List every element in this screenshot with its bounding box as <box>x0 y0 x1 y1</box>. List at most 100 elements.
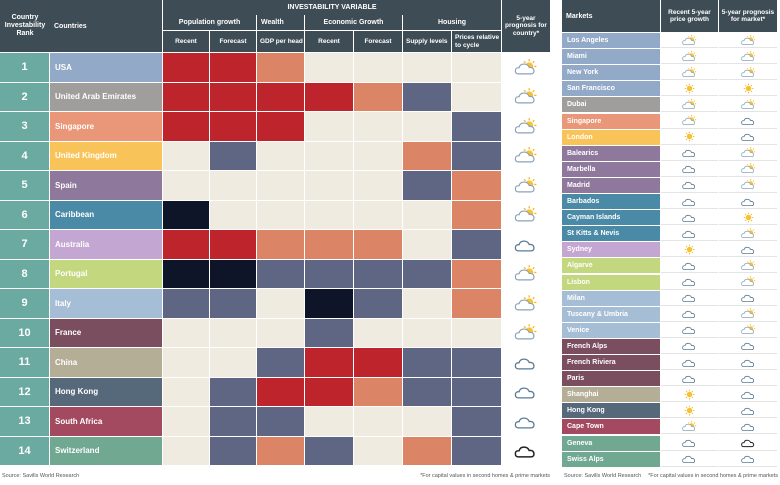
heat-cell-pop-forecast <box>210 171 256 200</box>
heat-cell-pop-forecast <box>210 318 256 347</box>
heat-cell-pop-recent <box>163 112 209 141</box>
heat-cell-pop-recent <box>163 141 209 170</box>
heat-cell-prices-relative <box>452 112 501 141</box>
cloud-icon <box>682 150 696 158</box>
heat-cell-gdp-per-head <box>257 436 304 465</box>
heat-cell-econ-forecast <box>354 377 402 406</box>
heat-cell-pop-recent <box>163 436 209 465</box>
market-recent-cell <box>661 161 718 177</box>
heat-cell-gdp-per-head <box>257 141 304 170</box>
heat-cell-pop-forecast <box>210 112 256 141</box>
cloud-icon <box>740 134 754 142</box>
cloud-icon <box>682 166 696 174</box>
heat-cell-pop-forecast <box>210 377 256 406</box>
market-recent-cell <box>661 97 718 113</box>
heat-cell-econ-recent <box>305 377 353 406</box>
market-recent-cell <box>661 338 718 354</box>
market-name: Shanghai <box>562 387 660 403</box>
heat-cell-gdp-per-head <box>257 53 304 82</box>
rank-cell: 8 <box>0 259 49 288</box>
heat-cell-econ-recent <box>305 171 353 200</box>
heat-cell-prices-relative <box>452 348 501 377</box>
market-prognosis-cell <box>719 338 777 354</box>
market-recent-cell <box>661 177 718 193</box>
rank-cell: 9 <box>0 289 49 318</box>
rank-cell: 12 <box>0 377 49 406</box>
sun-icon <box>743 83 753 94</box>
subcol-label-supply-levels: Supply levels <box>406 37 448 45</box>
market-prognosis-cell <box>719 65 777 81</box>
country-name: South Africa <box>50 407 162 436</box>
market-recent-cell <box>661 258 718 274</box>
heat-cell-pop-recent <box>163 318 209 347</box>
sun-cloud-icon <box>514 88 537 104</box>
market-recent-cell <box>661 403 718 419</box>
country-name: USA <box>50 53 162 82</box>
sun-cloud-icon <box>514 147 537 163</box>
heat-cell-prices-relative <box>452 82 501 111</box>
heat-cell-supply-levels <box>403 377 451 406</box>
market-recent-cell <box>661 129 718 145</box>
subcol-label-pop-forecast: Forecast <box>219 37 247 45</box>
market-recent-cell <box>661 242 718 258</box>
country-prognosis-cell <box>502 289 550 318</box>
rank-cell: 4 <box>0 141 49 170</box>
market-name: Dubai <box>562 97 660 113</box>
market-prognosis-cell <box>719 290 777 306</box>
subcol-header-econ-recent: Recent <box>305 31 353 52</box>
market-name: Singapore <box>562 113 660 129</box>
country-prognosis-label: 5-year prognosis for country* <box>505 14 547 37</box>
heat-cell-supply-levels <box>403 171 451 200</box>
heat-cell-pop-forecast <box>210 289 256 318</box>
heat-cell-econ-recent <box>305 318 353 347</box>
market-prognosis-cell <box>719 419 777 435</box>
market-recent-cell <box>661 33 718 49</box>
market-name: London <box>562 129 660 145</box>
housing-header: Housing <box>403 15 501 30</box>
country-name: China <box>50 348 162 377</box>
country-prognosis-cell <box>502 53 550 82</box>
sun-cloud-icon <box>740 179 755 190</box>
market-recent-cell <box>661 65 718 81</box>
dark-cloud-icon <box>740 439 754 448</box>
sun-cloud-icon <box>682 50 697 61</box>
market-prognosis-cell <box>719 210 777 226</box>
heat-cell-pop-forecast <box>210 53 256 82</box>
rank-cell: 7 <box>0 230 49 259</box>
market-recent-cell <box>661 387 718 403</box>
heat-cell-econ-forecast <box>354 141 402 170</box>
heat-cell-econ-forecast <box>354 407 402 436</box>
market-prognosis-header: 5-year prognosis for market* <box>719 0 777 32</box>
sun-cloud-icon <box>682 66 697 77</box>
cloud-icon <box>682 262 696 270</box>
subcol-label-gdp-per-head: GDP per head <box>260 37 303 45</box>
heat-cell-pop-forecast <box>210 200 256 229</box>
sun-icon <box>684 389 695 400</box>
cloud-icon <box>740 246 754 254</box>
sun-cloud-icon <box>740 324 755 335</box>
market-name: Sydney <box>562 242 660 258</box>
heat-cell-econ-forecast <box>354 53 402 82</box>
heat-cell-supply-levels <box>403 436 451 465</box>
heat-cell-econ-recent <box>305 407 353 436</box>
cloud-icon <box>514 358 535 370</box>
heat-cell-econ-forecast <box>354 200 402 229</box>
heat-cell-prices-relative <box>452 377 501 406</box>
heat-cell-supply-levels <box>403 407 451 436</box>
heat-cell-econ-forecast <box>354 259 402 288</box>
heat-cell-prices-relative <box>452 407 501 436</box>
sun-cloud-icon <box>682 99 697 109</box>
heat-cell-pop-forecast <box>210 82 256 111</box>
heat-cell-econ-forecast <box>354 112 402 141</box>
sun-cloud-icon <box>740 147 755 158</box>
market-prognosis-cell <box>719 403 777 419</box>
market-name: St Kitts & Nevis <box>562 226 660 242</box>
sun-cloud-icon <box>682 34 697 45</box>
recent-growth-header: Recent 5-year price growth <box>661 0 718 32</box>
heat-cell-supply-levels <box>403 200 451 229</box>
country-prognosis-cell <box>502 141 550 170</box>
sun-icon <box>684 244 695 255</box>
sun-cloud-icon <box>740 227 755 238</box>
market-prognosis-cell <box>719 226 777 242</box>
cloud-icon <box>682 278 696 287</box>
